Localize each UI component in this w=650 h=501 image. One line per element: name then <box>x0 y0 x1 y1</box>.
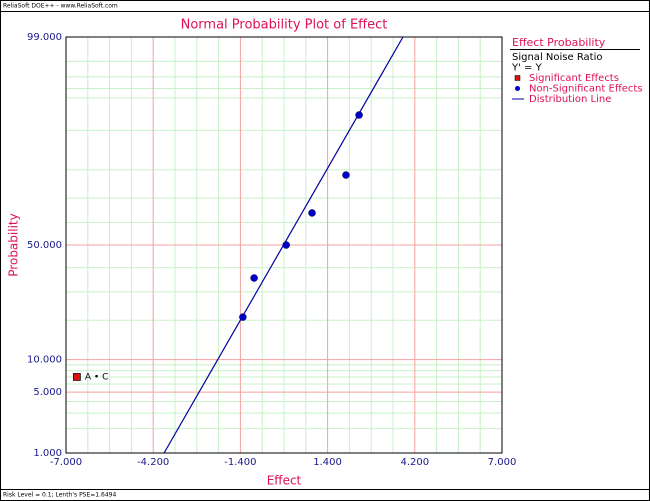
header: ReliaSoft DOE++ - www.ReliaSoft.com <box>3 3 118 10</box>
y-tick-label: 50.000 <box>27 240 62 251</box>
x-axis-label: Effect <box>267 474 302 488</box>
legend-subtitle: Y' = Y <box>511 63 543 74</box>
y-tick-label: 10.000 <box>27 355 62 366</box>
legend-swatch <box>514 75 521 81</box>
x-tick-label: 4.200 <box>400 457 429 468</box>
y-tick-label: 5.000 <box>33 387 62 398</box>
distribution-line <box>163 36 404 454</box>
chart-title: Normal Probability Plot of Effect <box>181 18 388 33</box>
legend-label: Distribution Line <box>529 94 611 105</box>
point <box>250 274 258 282</box>
y-axis-label: Probability <box>7 213 21 276</box>
x-tick-label: 7.000 <box>488 457 517 468</box>
plot-border <box>65 36 503 454</box>
point-label: A • C <box>85 372 108 382</box>
y-tick-label: 99.000 <box>27 32 62 43</box>
legend-subtitle: Signal Noise Ratio <box>512 52 603 63</box>
point <box>308 209 316 217</box>
plot-marks: A • C <box>73 36 404 454</box>
x-tick-label: -1.400 <box>224 457 256 468</box>
x-tick-label: -7.000 <box>50 457 82 468</box>
x-tick-label: -4.200 <box>137 457 169 468</box>
legend-swatch <box>515 86 520 91</box>
y-tick-label: 1.000 <box>33 448 62 459</box>
point <box>342 171 350 179</box>
legend-title: Effect Probability <box>512 36 606 49</box>
legend-label: Significant Effects <box>529 73 619 84</box>
legend-label: Non-Significant Effects <box>529 84 643 95</box>
x-tick-label: 1.400 <box>313 457 342 468</box>
point <box>73 373 81 381</box>
footer: Risk Level = 0.1; Lenth's PSE=1.6494 <box>3 492 116 499</box>
